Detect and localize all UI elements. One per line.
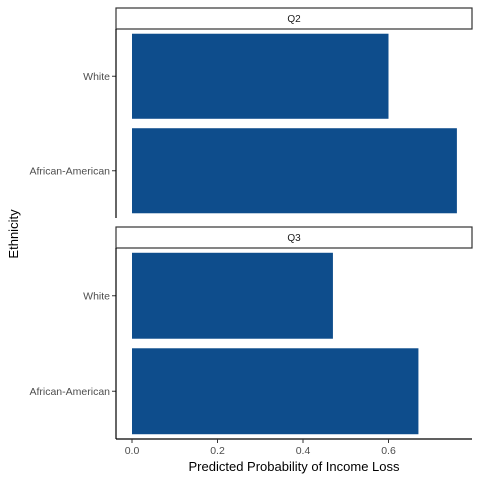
facet-strip-q2 [115, 7, 473, 30]
bar-q2-white [132, 33, 389, 119]
bar-q2-african-american [132, 128, 457, 214]
facet-strip-q3 [115, 226, 473, 249]
y-tick-label-q3-white: White [83, 291, 110, 303]
x-axis-title: Predicted Probability of Income Loss [189, 459, 400, 474]
y-tick-label-q2-african-american: African-American [29, 166, 110, 178]
facet-strip-label-q2: Q2 [287, 14, 301, 25]
x-tick-label: 0.2 [210, 445, 225, 457]
y-tick-label-q2-white: White [83, 71, 110, 83]
bar-q3-white [132, 252, 333, 339]
x-tick-label: 0.4 [296, 445, 311, 457]
y-axis-title: Ethnicity [6, 209, 21, 259]
x-tick-label: 0.6 [381, 445, 396, 457]
y-tick-label-q3-african-american: African-American [29, 386, 110, 398]
bar-q3-african-american [132, 348, 419, 435]
x-tick-label: 0.0 [125, 445, 140, 457]
facet-strip-label-q3: Q3 [287, 233, 301, 244]
